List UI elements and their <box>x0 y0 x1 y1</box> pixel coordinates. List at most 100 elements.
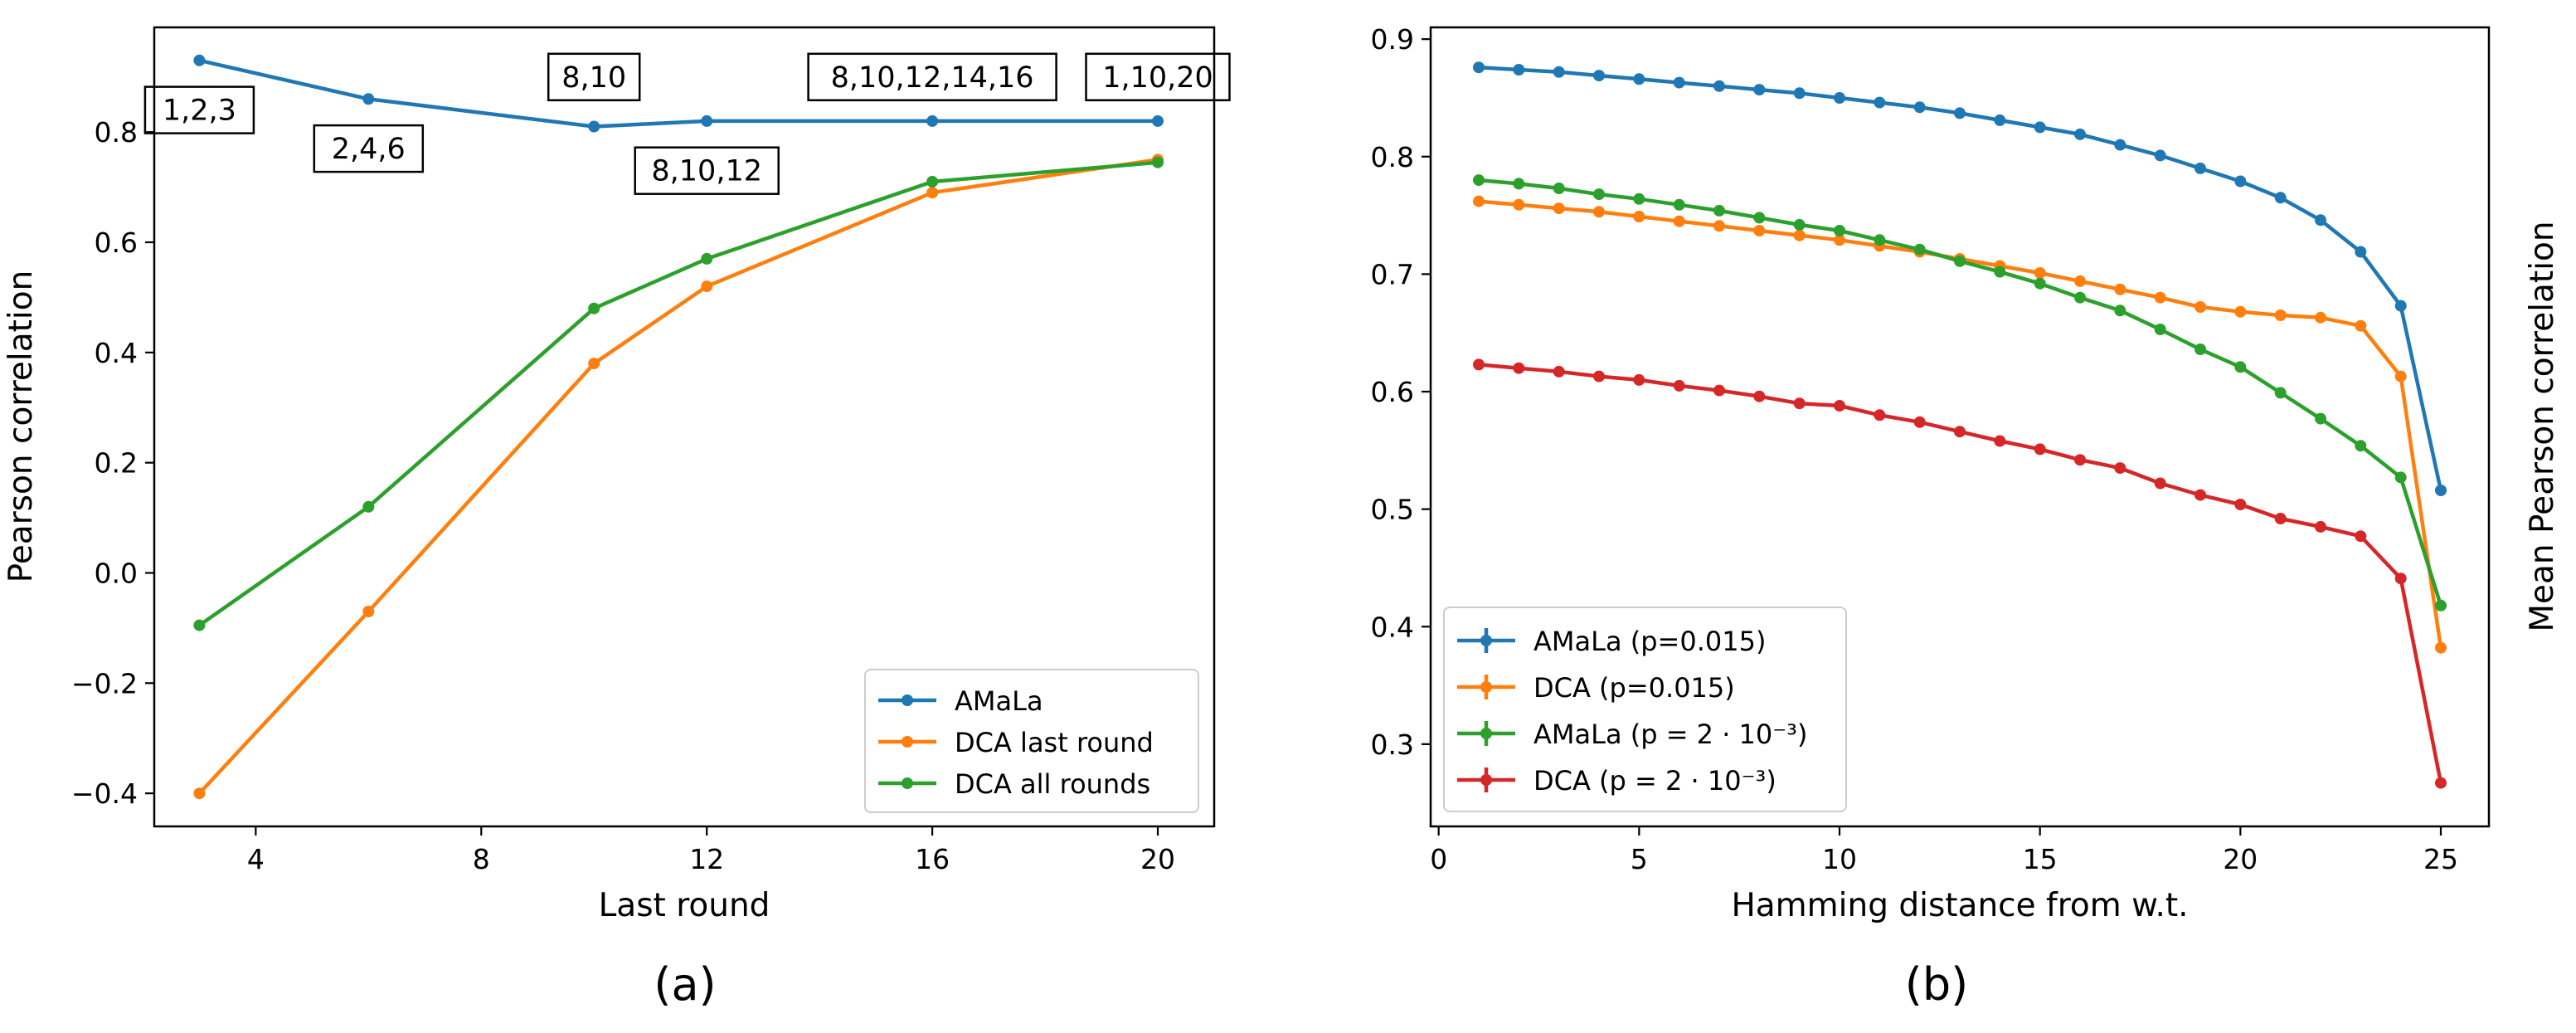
data-point-s1-5 <box>926 115 939 127</box>
data-point-s2-3 <box>1553 202 1565 215</box>
data-point-s2-9 <box>1793 229 1806 241</box>
data-point-s4-7 <box>1713 384 1725 397</box>
data-point-s1-6 <box>1152 115 1164 127</box>
data-point-s3-6 <box>1673 198 1685 211</box>
legend-label-2: DCA last round <box>955 727 1154 758</box>
legend-label-3: AMaLa (p = 2 · 10⁻³) <box>1533 719 1807 750</box>
data-point-s3-18 <box>2154 324 2166 335</box>
x-tick-label-3: 12 <box>689 843 724 875</box>
data-point-s3-1 <box>1473 174 1485 187</box>
data-point-s3-5 <box>926 176 939 188</box>
data-point-s3-22 <box>2315 412 2326 425</box>
data-point-s1-19 <box>2194 162 2206 174</box>
x-tick-label-4: 16 <box>915 843 950 875</box>
y-axis-label: Mean Pearson correlation <box>2524 221 2561 631</box>
y-tick-label-3: 0.5 <box>1371 494 1414 526</box>
data-point-s4-22 <box>2315 520 2326 533</box>
annotation-label-6: 1,10,20 <box>1102 61 1213 95</box>
annotation-box-3 <box>547 52 641 102</box>
x-tick-label-5: 20 <box>2223 843 2258 875</box>
series-line-2 <box>197 158 1160 796</box>
data-point-s1-8 <box>1753 84 1766 96</box>
data-point-s3-13 <box>1954 255 1966 267</box>
x-tick-label-1: 0 <box>1430 843 1447 875</box>
y-tick-label-5: 0.7 <box>1371 258 1414 290</box>
annotation-label-4: 8,10,12 <box>651 155 762 188</box>
data-point-s4-11 <box>1874 409 1886 421</box>
y-tick-label-7: 0.9 <box>1371 23 1414 56</box>
data-point-s1-4 <box>1593 70 1605 82</box>
legend-marker-1 <box>1480 635 1492 646</box>
x-axis-label: Last round <box>599 887 770 924</box>
data-point-s3-4 <box>701 252 713 265</box>
x-tick-label-2: 5 <box>1631 843 1648 875</box>
data-point-s4-13 <box>1954 426 1966 438</box>
data-point-s2-4 <box>1593 206 1605 218</box>
legend-marker-1 <box>902 694 913 706</box>
legend-label-4: DCA (p = 2 · 10⁻³) <box>1533 765 1776 797</box>
data-point-s3-2 <box>1513 178 1525 190</box>
legend-box <box>1443 607 1847 812</box>
series-line-3 <box>197 160 1160 627</box>
data-point-s1-10 <box>1834 92 1845 104</box>
y-tick-label-6: 0.6 <box>95 227 138 259</box>
annotation-box-4 <box>634 146 780 195</box>
annotation-box-6 <box>1085 52 1231 102</box>
legend-label-1: AMaLa (p=0.015) <box>1533 626 1766 657</box>
data-point-s4-19 <box>2194 489 2206 501</box>
y-tick-label-4: 0.6 <box>1371 376 1414 408</box>
data-point-s1-24 <box>2394 300 2407 312</box>
data-point-s1-22 <box>2315 214 2326 227</box>
data-point-s1-3 <box>588 120 600 133</box>
legend-marker-2 <box>1480 681 1492 693</box>
data-point-s3-3 <box>588 302 600 314</box>
series-line-1 <box>197 58 1160 129</box>
panel-label: (a) <box>654 958 716 1011</box>
data-point-s2-19 <box>2194 301 2206 313</box>
data-point-s2-16 <box>2074 275 2086 287</box>
y-axis-label: Pearson correlation <box>2 270 40 583</box>
data-point-s2-2 <box>362 606 375 617</box>
data-point-s1-18 <box>2154 149 2166 162</box>
data-point-s1-7 <box>1713 80 1725 92</box>
data-point-s3-15 <box>2034 277 2046 290</box>
legend-label-2: DCA (p=0.015) <box>1533 672 1735 704</box>
data-point-s4-10 <box>1834 400 1845 412</box>
data-point-s3-16 <box>2074 291 2086 304</box>
y-tick-label-2: 0.4 <box>1371 611 1414 643</box>
data-point-s2-22 <box>2315 311 2326 324</box>
data-point-s1-16 <box>2074 128 2086 140</box>
x-tick-label-5: 20 <box>1140 843 1175 875</box>
data-point-s1-23 <box>2355 246 2367 258</box>
data-point-s4-21 <box>2274 513 2287 524</box>
annotation-label-1: 1,2,3 <box>163 95 236 128</box>
plot-frame <box>1429 26 2491 828</box>
data-point-s3-11 <box>1874 234 1886 246</box>
legend-marker-2 <box>902 736 913 748</box>
data-point-s4-5 <box>1633 373 1645 386</box>
data-point-s2-8 <box>1753 225 1766 236</box>
data-point-s1-14 <box>1994 114 2006 126</box>
data-point-s1-15 <box>2034 121 2046 134</box>
data-point-s1-25 <box>2435 485 2447 496</box>
data-point-s1-9 <box>1793 87 1806 100</box>
data-point-s3-7 <box>1713 204 1725 217</box>
y-tick-label-3: 0.0 <box>95 558 138 590</box>
data-point-s4-8 <box>1753 390 1766 402</box>
annotation-box-1 <box>143 85 255 134</box>
legend-marker-4 <box>1480 774 1492 786</box>
data-point-s1-3 <box>1553 66 1565 78</box>
legend-label-3: DCA all rounds <box>955 768 1150 800</box>
data-point-s4-14 <box>1994 435 2006 447</box>
data-point-s4-15 <box>2034 443 2046 456</box>
data-point-s4-25 <box>2435 777 2447 789</box>
data-point-s4-3 <box>1553 365 1565 378</box>
x-tick-label-2: 8 <box>473 843 490 875</box>
data-point-s4-6 <box>1673 379 1685 392</box>
data-point-s4-17 <box>2114 462 2126 475</box>
x-tick-label-4: 15 <box>2023 843 2058 875</box>
data-point-s3-1 <box>193 619 206 631</box>
data-point-s3-6 <box>1152 156 1164 168</box>
annotation-box-2 <box>313 124 425 173</box>
